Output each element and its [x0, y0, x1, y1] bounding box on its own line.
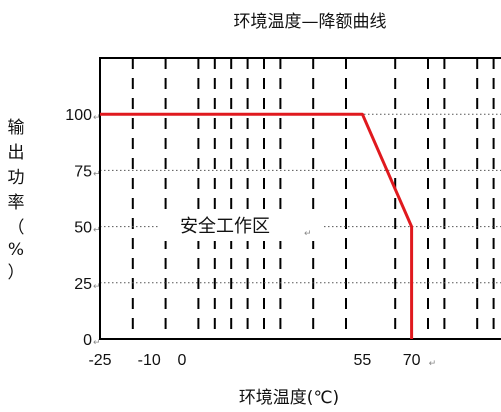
x-tick-labels: -25 -10 0 55 70 ↵ — [88, 352, 436, 369]
grid-lines — [100, 58, 501, 339]
y-tick-labels: 100 ↵75 ↵50 ↵25 ↵0 ↵ — [65, 107, 100, 349]
y-label-char-5: % — [8, 240, 24, 260]
y-label-char-2: 功 — [8, 168, 25, 188]
y-tick-25: 25 — [74, 276, 92, 293]
y-tick-mark-0: ↵ — [93, 113, 101, 123]
y-label-char-3: 率 — [8, 193, 25, 213]
x-tick-0: 0 — [178, 352, 187, 369]
y-label-char-1: 出 — [8, 143, 25, 163]
safe-zone-annotation: 安全工作区 ↵ — [160, 209, 322, 241]
x-tick-55: 55 — [354, 352, 372, 369]
y-tick-100: 100 — [65, 107, 92, 124]
x-tick-70: 70 — [403, 352, 421, 369]
y-tick-50: 50 — [74, 220, 92, 237]
y-label-char-0: 输 — [8, 118, 25, 138]
y-tick-0: 0 — [83, 332, 92, 349]
y-tick-mark-4: ↵ — [93, 338, 101, 348]
x-tick-mark: ↵ — [429, 359, 437, 369]
y-tick-mark-2: ↵ — [93, 226, 101, 236]
y-tick-mark-3: ↵ — [93, 282, 101, 292]
x-tick--10: -10 — [138, 352, 161, 369]
y-tick-mark-1: ↵ — [93, 169, 101, 179]
derating-line — [100, 112, 414, 339]
safe-zone-label: 安全工作区 — [180, 216, 270, 237]
y-tick-75: 75 — [74, 163, 92, 180]
plot-frame — [99, 57, 501, 340]
y-label-char-6: ） — [8, 263, 25, 283]
chart-title: 环境温度—降额曲线 — [234, 12, 387, 32]
y-label-char-4: （ — [8, 218, 25, 238]
return-mark: ↵ — [304, 229, 312, 239]
x-axis-label: 环境温度(℃) — [239, 388, 339, 408]
x-tick--25: -25 — [88, 352, 111, 369]
